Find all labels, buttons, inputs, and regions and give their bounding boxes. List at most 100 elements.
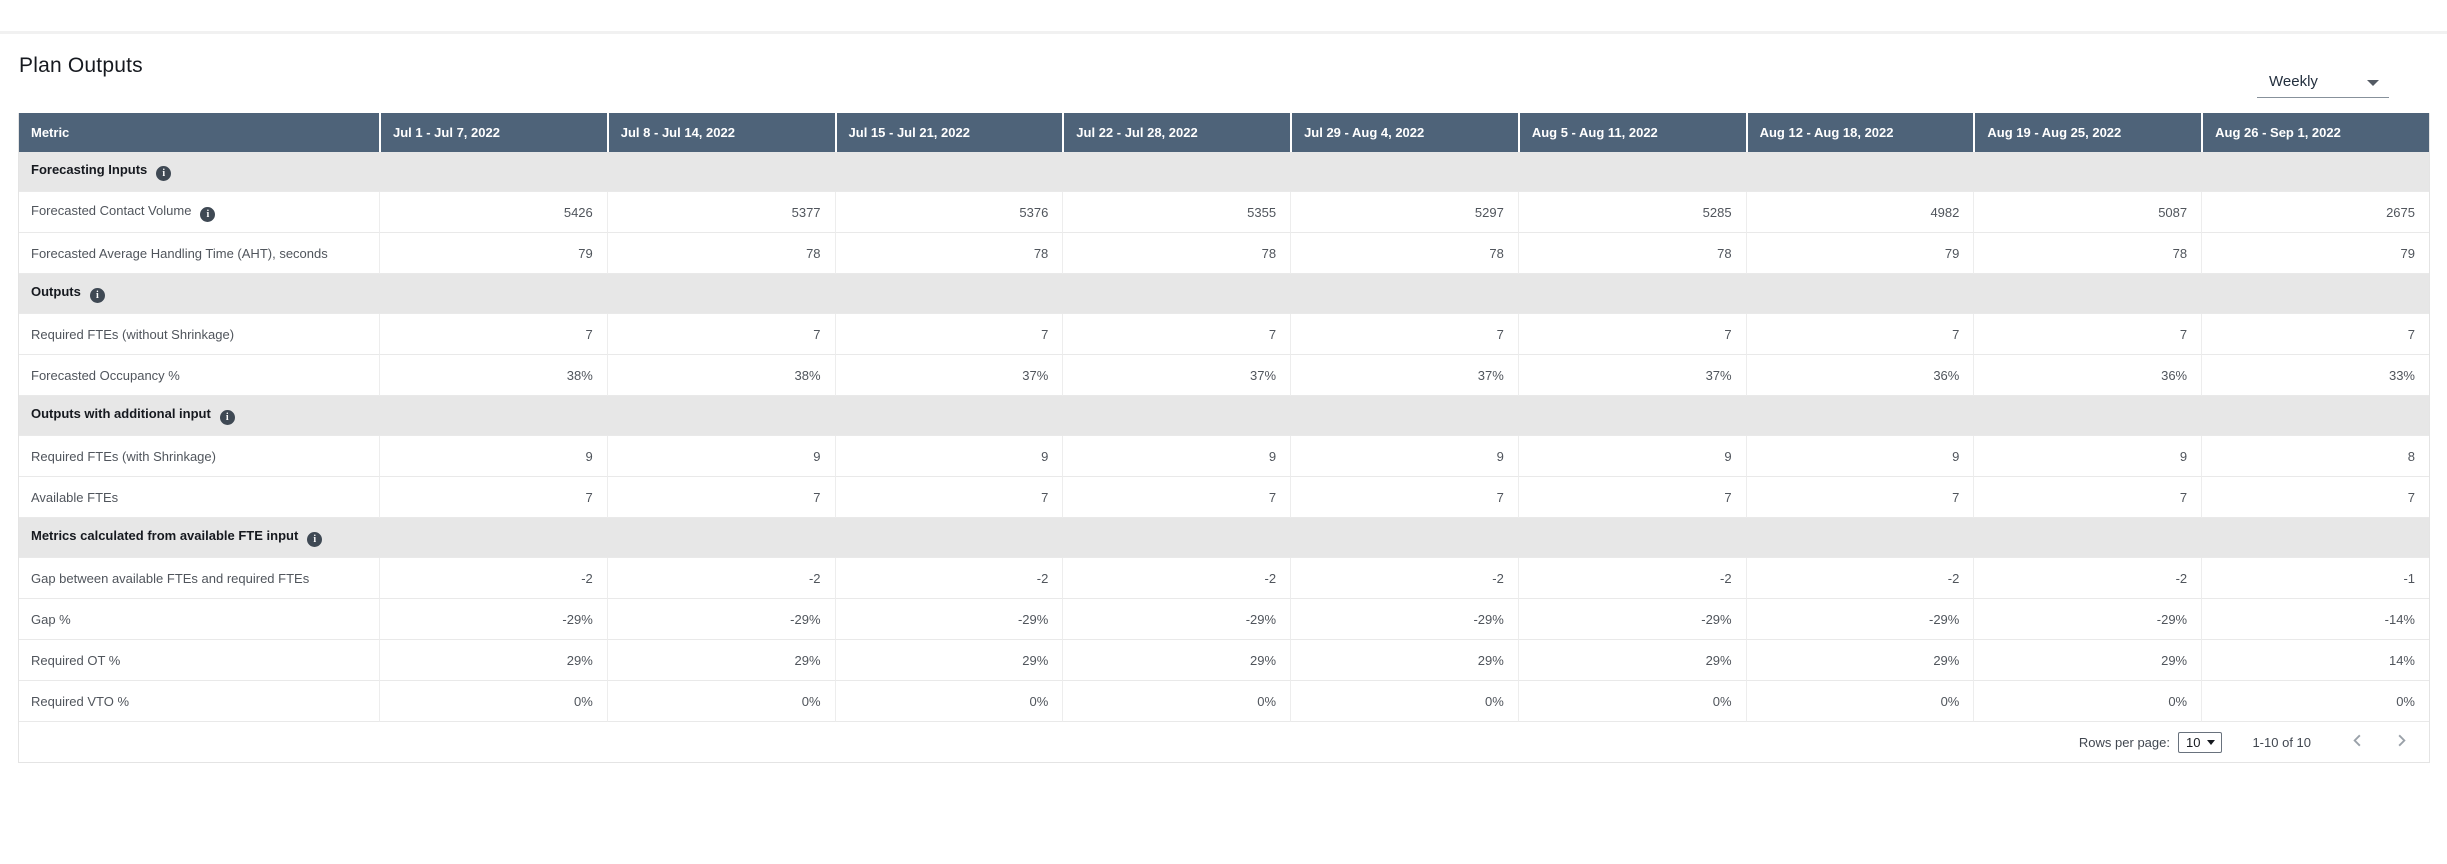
metric-cell: Forecasted Average Handling Time (AHT), … xyxy=(19,233,379,274)
value-cell: 78 xyxy=(834,233,1063,274)
column-header-week-5: Jul 29 - Aug 4, 2022 xyxy=(1290,113,1518,152)
granularity-select[interactable]: Weekly xyxy=(2257,70,2389,98)
chevron-down-icon xyxy=(2207,740,2216,745)
column-header-week-6: Aug 5 - Aug 11, 2022 xyxy=(1517,113,1746,152)
value-cell: 7 xyxy=(379,314,607,355)
value-cell: 7 xyxy=(1062,477,1291,518)
column-header-week-4: Jul 22 - Jul 28, 2022 xyxy=(1062,113,1291,152)
value-cell: 29% xyxy=(1973,640,2202,681)
value-cell: 7 xyxy=(1973,477,2202,518)
value-cell: 7 xyxy=(379,477,607,518)
previous-page-button[interactable] xyxy=(2345,730,2369,754)
pagination-bar: Rows per page: 10 1-10 of 10 xyxy=(19,722,2429,762)
value-cell: 7 xyxy=(2201,314,2429,355)
metric-label: Forecasted Contact Volume xyxy=(31,202,192,218)
value-cell: 33% xyxy=(2201,355,2429,396)
value-cell: 0% xyxy=(1973,681,2202,722)
value-cell: -2 xyxy=(379,558,607,599)
metric-label: Required OT % xyxy=(31,652,121,668)
info-icon[interactable]: i xyxy=(200,206,216,222)
value-cell: 37% xyxy=(834,355,1063,396)
metric-label: Gap % xyxy=(31,611,71,627)
value-cell: 0% xyxy=(834,681,1063,722)
metric-cell: Forecasted Occupancy % xyxy=(19,355,379,396)
value-cell: 0% xyxy=(1062,681,1291,722)
table-row: Gap % -29% -29% -29% -29% -29% -29% -29% -29% -14… xyxy=(19,599,2429,640)
value-cell: 0% xyxy=(1745,681,1974,722)
value-cell: 7 xyxy=(1517,477,1746,518)
column-header-week-1: Jul 1 - Jul 7, 2022 xyxy=(379,113,607,152)
rows-per-page-label: Rows per page: xyxy=(2078,734,2170,750)
section-label: Forecasting Inputs xyxy=(31,162,148,177)
metric-cell: Required FTEs (with Shrinkage) xyxy=(19,436,379,477)
metric-cell: Gap between available FTEs and required … xyxy=(19,558,379,599)
value-cell: -2 xyxy=(1290,558,1518,599)
section-row: Outputs with additional input i xyxy=(19,396,2429,436)
value-cell: 7 xyxy=(1290,314,1518,355)
section-label: Outputs xyxy=(31,284,81,299)
value-cell: -14% xyxy=(2201,599,2429,640)
value-cell: -2 xyxy=(1973,558,2202,599)
value-cell: 5355 xyxy=(1062,192,1291,233)
pagination-range: 1-10 of 10 xyxy=(2252,734,2311,750)
table-row: Forecasted Contact Volume i 5426 5377 5376 53… xyxy=(19,192,2429,233)
section-row: Metrics calculated from available FTE in… xyxy=(19,518,2429,558)
value-cell: -29% xyxy=(834,599,1063,640)
value-cell: 9 xyxy=(1062,436,1291,477)
value-cell: 37% xyxy=(1517,355,1746,396)
value-cell: 9 xyxy=(1290,436,1518,477)
value-cell: 7 xyxy=(1745,477,1974,518)
table-row: Required FTEs (without Shrinkage) 7 7 7 7 7 7 7… xyxy=(19,314,2429,355)
next-page-button[interactable] xyxy=(2389,730,2413,754)
value-cell: 78 xyxy=(1973,233,2202,274)
info-icon[interactable]: i xyxy=(307,532,323,547)
metric-label: Required VTO % xyxy=(31,693,130,709)
value-cell: 38% xyxy=(379,355,607,396)
value-cell: 29% xyxy=(606,640,835,681)
value-cell: 29% xyxy=(1745,640,1974,681)
info-icon[interactable]: i xyxy=(89,288,105,303)
value-cell: 29% xyxy=(834,640,1063,681)
value-cell: 0% xyxy=(2201,681,2429,722)
table-row: Forecasted Average Handling Time (AHT), … xyxy=(19,233,2429,274)
section-label: Outputs with additional input xyxy=(31,406,211,421)
value-cell: 5376 xyxy=(834,192,1063,233)
metric-cell: Required FTEs (without Shrinkage) xyxy=(19,314,379,355)
value-cell: 29% xyxy=(1290,640,1518,681)
value-cell: 5426 xyxy=(379,192,607,233)
metrics-table: Metric Jul 1 - Jul 7, 2022 Jul 8 - Jul 14,… xyxy=(19,113,2429,722)
column-header-week-9: Aug 26 - Sep 1, 2022 xyxy=(2201,113,2429,152)
table-header-row: Metric Jul 1 - Jul 7, 2022 Jul 8 - Jul 14,… xyxy=(19,113,2429,152)
value-cell: 4982 xyxy=(1745,192,1974,233)
value-cell: 7 xyxy=(1973,314,2202,355)
metric-cell: Available FTEs xyxy=(19,477,379,518)
value-cell: 8 xyxy=(2201,436,2429,477)
value-cell: -29% xyxy=(1973,599,2202,640)
info-icon[interactable]: i xyxy=(219,410,235,425)
value-cell: 37% xyxy=(1062,355,1291,396)
value-cell: -2 xyxy=(606,558,835,599)
metric-label: Forecasted Average Handling Time (AHT), … xyxy=(31,245,328,261)
value-cell: 0% xyxy=(1517,681,1746,722)
value-cell: 78 xyxy=(1517,233,1746,274)
metric-label: Required FTEs (without Shrinkage) xyxy=(31,326,235,342)
table-body: Forecasting Inputs i Forecasted Contact Vo… xyxy=(19,152,2429,722)
value-cell: 7 xyxy=(2201,477,2429,518)
value-cell: 78 xyxy=(606,233,835,274)
table-row: Forecasted Occupancy % 38% 38% 37% 37% 37% 37%… xyxy=(19,355,2429,396)
value-cell: -1 xyxy=(2201,558,2429,599)
metric-label: Required FTEs (with Shrinkage) xyxy=(31,448,216,464)
top-divider xyxy=(0,31,2447,34)
table-row: Required OT % 29% 29% 29% 29% 29% 29% 29% 29% 14% xyxy=(19,640,2429,681)
rows-per-page-select[interactable]: 10 xyxy=(2177,731,2223,753)
value-cell: 9 xyxy=(1745,436,1974,477)
value-cell: 79 xyxy=(379,233,607,274)
section-row: Forecasting Inputs i xyxy=(19,152,2429,192)
column-header-metric: Metric xyxy=(19,113,379,152)
page-title: Plan Outputs xyxy=(19,54,143,77)
value-cell: 9 xyxy=(834,436,1063,477)
value-cell: 7 xyxy=(834,477,1063,518)
value-cell: 14% xyxy=(2201,640,2429,681)
value-cell: 5087 xyxy=(1973,192,2202,233)
info-icon[interactable]: i xyxy=(156,166,172,181)
